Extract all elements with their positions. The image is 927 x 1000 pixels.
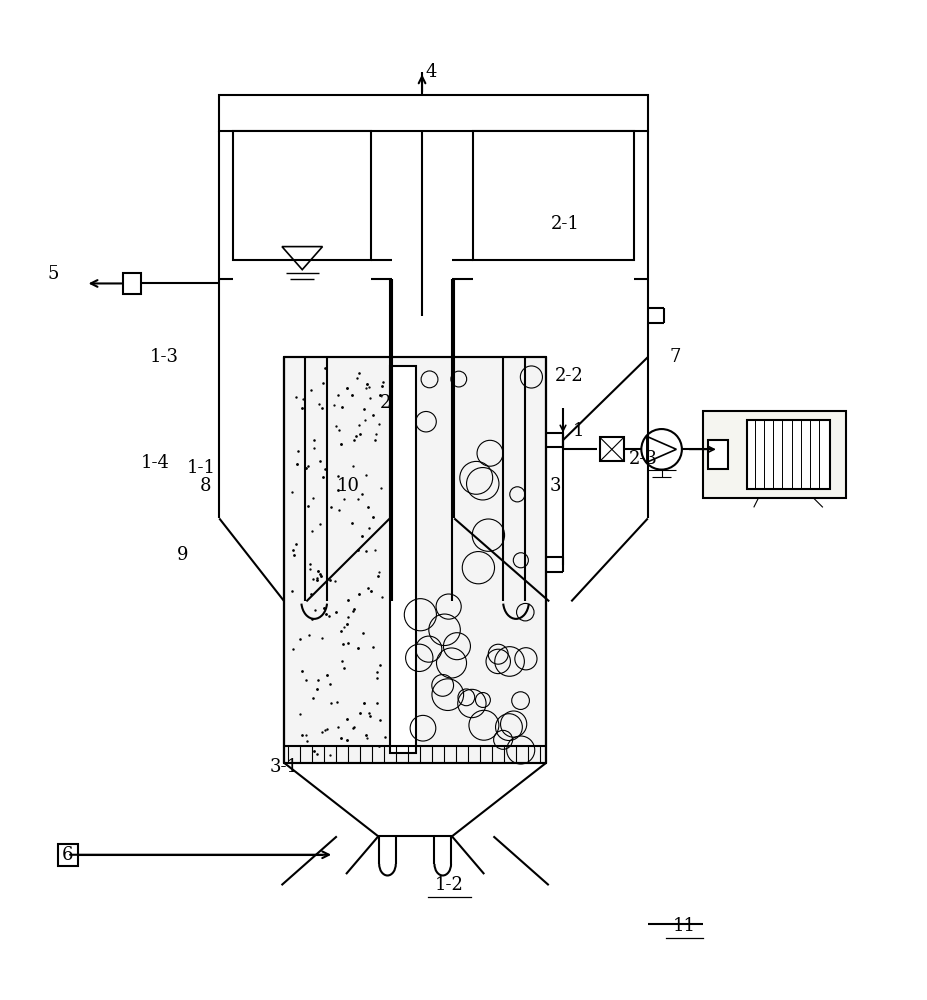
- Text: 1: 1: [573, 422, 584, 440]
- Bar: [220, 95, 648, 131]
- Text: 4: 4: [425, 63, 437, 81]
- Text: 2-3: 2-3: [629, 450, 657, 468]
- Bar: [389, 366, 415, 753]
- Text: 2-2: 2-2: [555, 367, 584, 385]
- Text: 1-1: 1-1: [186, 459, 215, 477]
- Bar: [707, 440, 728, 469]
- Text: 9: 9: [177, 546, 188, 564]
- Text: 6: 6: [61, 846, 73, 864]
- Bar: [473, 131, 634, 260]
- Text: 2: 2: [379, 394, 391, 412]
- Bar: [703, 411, 846, 498]
- Text: 3-1: 3-1: [270, 758, 298, 776]
- Text: 2-1: 2-1: [551, 215, 579, 233]
- Text: 1-4: 1-4: [140, 454, 170, 472]
- Text: 8: 8: [199, 477, 211, 495]
- Bar: [747, 420, 831, 489]
- Bar: [58, 844, 79, 866]
- Bar: [122, 273, 141, 294]
- Bar: [284, 357, 546, 763]
- Text: 5: 5: [48, 265, 59, 283]
- Text: 7: 7: [669, 348, 681, 366]
- Text: 1-2: 1-2: [436, 876, 464, 894]
- Text: 11: 11: [673, 917, 696, 935]
- Bar: [233, 131, 372, 260]
- Text: 3: 3: [550, 477, 562, 495]
- Text: 10: 10: [337, 477, 360, 495]
- Bar: [600, 437, 624, 461]
- Text: 1-3: 1-3: [149, 348, 179, 366]
